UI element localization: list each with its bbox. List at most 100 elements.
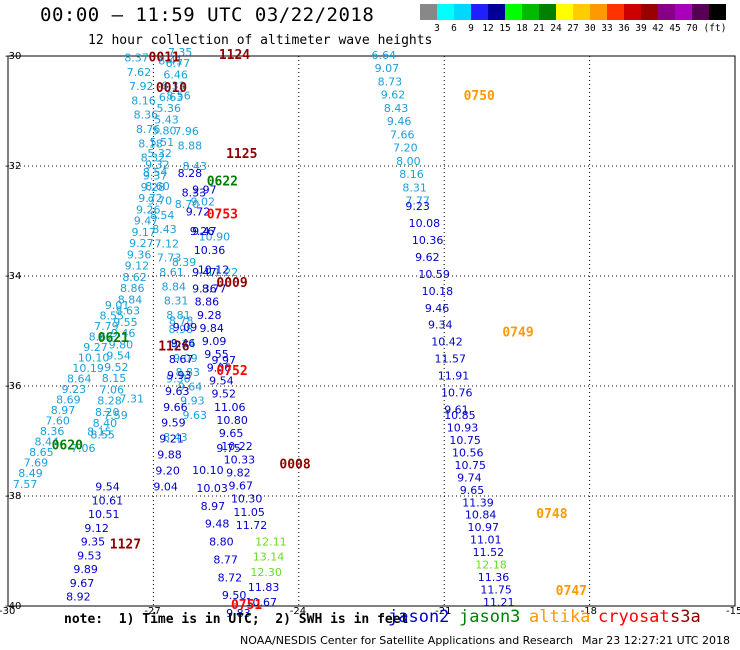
wave-height-value: 7.62 [127,66,151,79]
wave-height-value: 9.93 [180,395,205,408]
plot-frame [7,55,736,607]
pass-time-label: 1126 [158,339,189,354]
wave-height-value: 8.67 [89,331,114,344]
wave-height-value: 10.59 [418,268,450,281]
legend-s3a: s3a [670,607,701,627]
wave-height-value: 8.28 [178,167,203,180]
wave-height-value: 9.27 [129,237,154,250]
scale-label: 12 [482,23,494,34]
wave-height-value: 11.01 [470,534,502,547]
wave-height-value: 9.46 [387,115,412,128]
wave-height-value: 8.63 [115,305,140,318]
pass-time-label: 1127 [110,537,141,552]
scale-swatch [539,4,556,20]
wave-height-value: 10.76 [441,387,473,400]
wave-height-value: 8.28 [97,395,122,408]
wave-height-value: 9.63 [182,409,207,422]
wave-height-value: 8.76 [136,123,161,136]
pass-time-label: 0621 [98,331,129,346]
wave-height-value: 9.01 [105,299,130,312]
wave-height-value: 9.27 [83,341,108,354]
wave-height-value: 8.67 [169,353,194,366]
scale-label: 9 [468,23,474,34]
wave-height-value: 8.92 [66,591,91,604]
wave-height-value: 9.07 [375,62,400,75]
scale-label: 36 [618,23,630,34]
scale-swatch [590,4,607,20]
wave-height-value: 11.91 [438,370,470,383]
wave-height-value: 7.66 [390,128,415,141]
scale-label: 45 [669,23,681,34]
wave-height-value: 6.46 [163,68,188,81]
wave-height-value: 8.84 [118,293,143,306]
wave-height-value: 7.31 [119,393,143,406]
wave-height-value: 7.77 [405,195,430,208]
legend-jason2: jason2 [388,607,450,627]
wave-height-value: 9.23 [62,383,87,396]
wave-height-value: 9.09 [202,335,227,348]
wave-height-value: 9.53 [77,549,102,562]
credit-text: NOAA/NESDIS Center for Satellite Applica… [240,634,574,647]
wave-height-value: 10.03 [196,482,228,495]
scale-label: 15 [499,23,511,34]
wave-height-value: 8.69 [56,394,80,407]
y-axis-label: -34 [5,271,21,282]
wave-height-value: 8.84 [162,280,187,293]
wave-height-value: 8.00 [396,155,421,168]
timestamp-text: Mar 23 12:27:21 UTC 2018 [582,634,730,647]
wave-height-value: 11.83 [248,581,280,594]
scale-label: 70 [686,23,698,34]
wave-height-value: 9.12 [125,260,150,273]
wave-height-value: 8.88 [178,140,203,153]
wave-height-value: 10.10 [78,352,110,365]
wave-height-value: 9.20 [155,465,180,478]
wave-height-value: 9.26 [190,225,215,238]
scale-swatch [675,4,692,20]
wave-height-value: 9.59 [161,417,186,430]
wave-height-value: 12.30 [250,566,281,579]
wave-height-value: 10.56 [452,446,484,459]
wave-height-value: 9.97 [192,184,217,197]
wave-height-value: 11.75 [480,584,512,597]
wave-height-value: 9.65 [460,484,485,497]
wave-height-value: 8.65 [29,446,54,459]
wave-height-value: 8.54 [150,209,175,222]
wave-height-value: 10.84 [465,509,497,522]
wave-height-value: 10.75 [455,459,487,472]
wave-height-value: 8.43 [384,102,409,115]
wave-height-value: 8.70 [175,198,200,211]
wave-height-value: 8.18 [138,137,163,150]
scale-swatch [692,4,709,20]
wave-height-value: 9.63 [165,385,190,398]
wave-height-value: 9.21 [159,433,184,446]
wave-height-value: 11.21 [483,596,515,609]
wave-height-value: 9.12 [84,522,109,535]
wave-height-value: 6.64 [372,49,397,62]
pass-time-label: 0751 [231,598,262,613]
scale-swatch [505,4,522,20]
scale-swatch [709,4,726,20]
wave-height-value: 9.67 [229,480,254,493]
wave-height-value: 8.32 [141,152,166,165]
wave-height-value: 8.78 [169,314,194,327]
wave-height-value: 8.41 [158,54,183,67]
wave-height-value: 6.33 [161,80,186,93]
wave-height-value: 10.19 [72,362,104,375]
wave-height-value: 8.15 [102,372,127,385]
scale-swatch [641,4,658,20]
wave-height-value: 7.20 [393,142,418,155]
wave-height-value: 9.70 [148,195,173,208]
pass-time-label: 0752 [216,364,247,379]
wave-height-value: 8.60 [145,180,170,193]
wave-height-value: 8.83 [176,366,201,379]
wave-height-value: 9.97 [212,354,237,367]
wave-height-value: 7.12 [155,237,180,250]
wave-height-value: 8.97 [201,500,226,513]
wave-height-value: 9.47 [134,215,159,228]
wave-height-value: 9.67 [70,577,95,590]
wave-height-value: 9.06 [207,361,232,374]
wave-height-value: 10.10 [192,464,224,477]
wave-height-value: 10.80 [216,414,248,427]
wave-height-value: 7.35 [168,46,193,59]
scale-swatch [624,4,641,20]
